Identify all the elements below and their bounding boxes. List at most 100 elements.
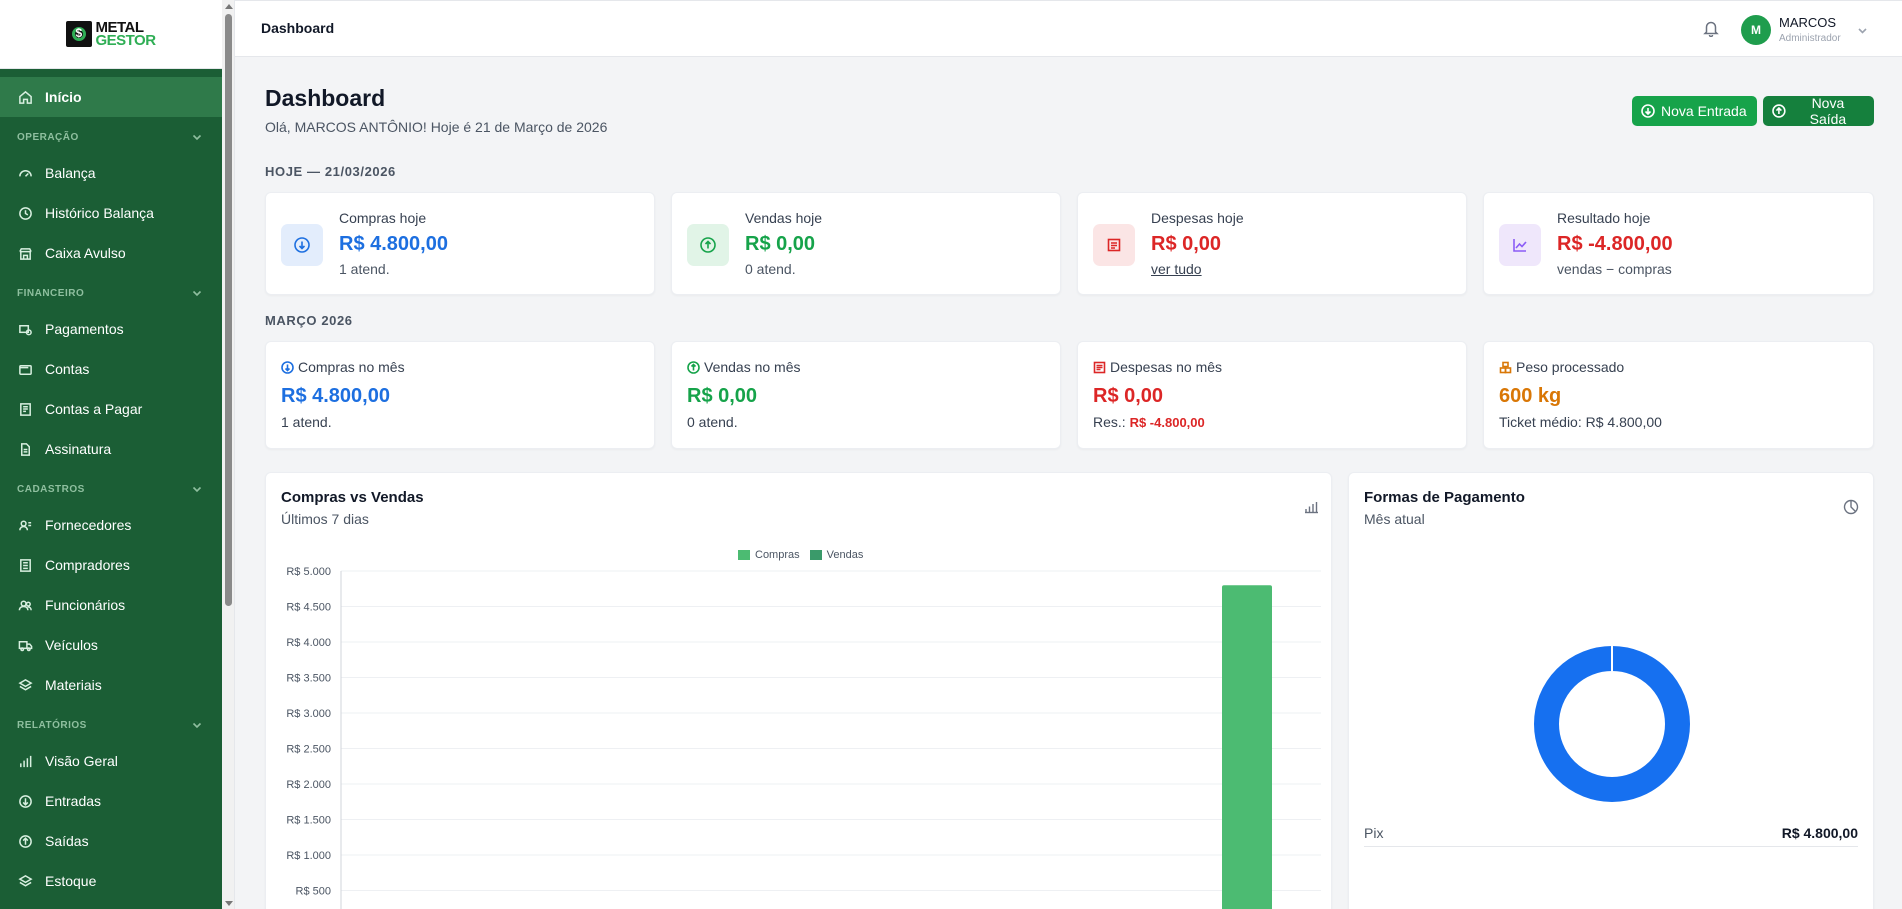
users-icon (17, 597, 33, 613)
new-entry-button[interactable]: Nova Entrada (1632, 96, 1757, 126)
compras-vendas-chart: R$ 5.000 R$ 4.500 R$ 4.000 R$ 3.500 R$ 3.000… (286, 566, 1321, 909)
sidebar-item-entradas[interactable]: Entradas (0, 781, 222, 821)
scroll-up-arrow-icon[interactable] (225, 4, 233, 9)
sidebar-item-saidas[interactable]: Saídas (0, 821, 222, 861)
card-value: R$ -4.800,00 (1557, 233, 1673, 255)
legend-item-vendas[interactable]: Vendas (809, 549, 863, 561)
card-label: Vendas hoje (745, 210, 823, 226)
y-tick-label: R$ 2.500 (286, 744, 331, 756)
logo-mark-icon (66, 21, 93, 47)
sidebar-item-pagamentos[interactable]: Pagamentos (0, 309, 222, 349)
arrow-up-circle-icon (687, 360, 700, 374)
y-tick-label: R$ 4.500 (286, 602, 331, 614)
sidebar-item-label: Contas a Pagar (45, 401, 143, 417)
sidebar-item-caixa-avulso[interactable]: Caixa Avulso (0, 233, 222, 273)
legend-item-compras[interactable]: Compras (738, 549, 800, 561)
greeting-text: Olá, MARCOS ANTÔNIO! Hoje é 21 de Março … (265, 119, 608, 135)
store-icon (17, 245, 33, 261)
sidebar-item-historico-balanca[interactable]: Histórico Balança (0, 193, 222, 233)
y-tick-label: R$ 1.000 (286, 850, 331, 862)
chevron-down-icon (192, 722, 202, 729)
scroll-down-arrow-icon[interactable] (225, 901, 233, 906)
sidebar-item-contas-a-pagar[interactable]: Contas a Pagar (0, 389, 222, 429)
sidebar-section-header[interactable]: OPERAÇÃO (0, 121, 222, 153)
user-role: Administrador (1779, 33, 1841, 44)
sidebar-item-estoque[interactable]: Estoque (0, 861, 222, 901)
receipt-icon (1093, 361, 1106, 373)
sidebar-scrollbar[interactable] (222, 0, 235, 909)
donut-slice-pix[interactable] (1534, 646, 1690, 802)
card-label: Despesas hoje (1151, 210, 1244, 226)
sidebar-item-label: Balança (45, 165, 96, 181)
sidebar-item-veiculos[interactable]: Veículos (0, 625, 222, 665)
sidebar-item-label: Fornecedores (45, 517, 132, 533)
chevron-down-icon (192, 134, 202, 141)
card-sub: Ticket médio: R$ 4.800,00 (1499, 414, 1662, 430)
receipt-icon (17, 401, 33, 417)
bell-icon[interactable] (1702, 19, 1720, 38)
card-sub: Res.: R$ -4.800,00 (1093, 414, 1205, 430)
sidebar-item-funcionarios[interactable]: Funcionários (0, 585, 222, 625)
pie-chart-icon[interactable] (1843, 499, 1859, 515)
sidebar-section-header[interactable]: RELATÓRIOS (0, 709, 222, 741)
sidebar-section-header[interactable]: CADASTROS (0, 473, 222, 505)
topbar: Dashboard M MARCOS Administrador (235, 0, 1902, 57)
sidebar-item-contas[interactable]: Contas (0, 349, 222, 389)
y-tick-label: R$ 2.000 (286, 779, 331, 791)
sidebar-item-label: Veículos (45, 637, 98, 653)
card-sub: vendas − compras (1557, 261, 1672, 277)
scrollbar-thumb[interactable] (225, 14, 232, 606)
formas-pagamento-panel: Formas de Pagamento Mês atual Pix R$ 4.8… (1348, 472, 1874, 909)
arrow-up-circle-icon (1772, 104, 1786, 118)
bar-chart-icon[interactable] (1303, 499, 1319, 515)
legend-label: Compras (755, 549, 800, 561)
card-value: R$ 4.800,00 (281, 385, 390, 407)
sidebar-item-label: Visão Geral (45, 753, 118, 769)
sidebar-item-label: Compradores (45, 557, 130, 573)
layers-icon (17, 677, 33, 693)
sidebar-nav: Início OPERAÇÃO Balança Histórico Balança C… (0, 69, 222, 901)
sidebar-item-materiais[interactable]: Materiais (0, 665, 222, 705)
logo-text-line1: METAL (95, 19, 144, 36)
avatar[interactable]: M (1741, 15, 1771, 45)
payment-label: Pix (1364, 825, 1384, 841)
gauge-icon (17, 165, 33, 181)
sidebar-item-label: Pagamentos (45, 321, 124, 337)
sidebar-item-assinatura[interactable]: Assinatura (0, 429, 222, 469)
user-name[interactable]: MARCOS (1779, 15, 1837, 30)
month-card-vendas: Vendas no mês R$ 0,00 0 atend. (671, 341, 1061, 449)
logo-area[interactable]: METAL GESTOR (0, 0, 222, 69)
clock-icon (17, 205, 33, 221)
boxes-icon (1499, 361, 1512, 373)
sidebar-item-visao-geral[interactable]: Visão Geral (0, 741, 222, 781)
card-label: Despesas no mês (1110, 359, 1223, 375)
app-logo[interactable]: METAL GESTOR (66, 19, 156, 48)
sidebar-item-label: Funcionários (45, 597, 126, 613)
today-card-resultado: Resultado hoje R$ -4.800,00 vendas − com… (1483, 192, 1874, 295)
card-label: Resultado hoje (1557, 210, 1651, 226)
today-card-despesas: Despesas hoje R$ 0,00 ver tudo (1077, 192, 1467, 295)
sidebar-item-label: Início (45, 89, 82, 105)
month-section-label: MARÇO 2026 (265, 313, 353, 328)
sidebar-item-balanca[interactable]: Balança (0, 153, 222, 193)
new-exit-label: Nova Saída (1809, 95, 1847, 127)
arrow-down-circle-icon (17, 793, 33, 809)
chevron-down-icon[interactable] (1857, 23, 1868, 34)
card-sub-prefix: Res.: (1093, 414, 1130, 430)
sidebar-item-compradores[interactable]: Compradores (0, 545, 222, 585)
sidebar-section-title: OPERAÇÃO (17, 131, 79, 143)
card-value: R$ 0,00 (745, 233, 816, 255)
truck-icon (17, 637, 33, 653)
see-all-link[interactable]: ver tudo (1151, 261, 1202, 277)
new-exit-button[interactable]: Nova Saída (1763, 95, 1874, 127)
panel-subtitle: Últimos 7 dias (281, 511, 369, 527)
sidebar-item-label: Materiais (45, 677, 102, 693)
month-card-peso: Peso processado 600 kg Ticket médio: R$ … (1483, 341, 1874, 449)
sidebar-section-header[interactable]: FINANCEIRO (0, 277, 222, 309)
card-label: Compras no mês (298, 359, 405, 375)
sidebar-item-inicio[interactable]: Início (0, 77, 222, 117)
building-icon (17, 557, 33, 573)
today-card-vendas: Vendas hoje R$ 0,00 0 atend. (671, 192, 1061, 295)
sidebar-item-fornecedores[interactable]: Fornecedores (0, 505, 222, 545)
bar-compras-6[interactable] (1222, 585, 1272, 909)
